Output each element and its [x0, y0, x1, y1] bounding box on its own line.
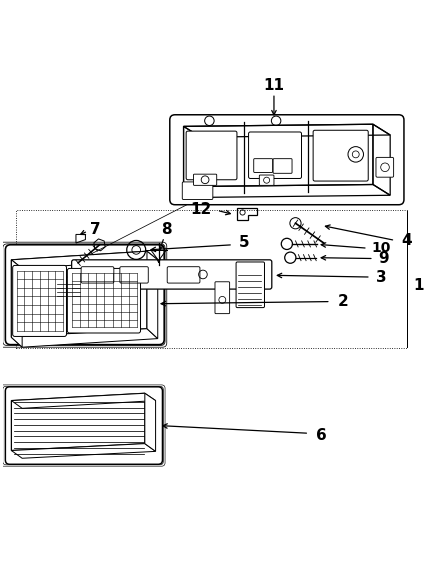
Text: 11: 11	[263, 78, 284, 93]
Text: 6: 6	[316, 428, 327, 442]
FancyBboxPatch shape	[259, 175, 274, 185]
FancyBboxPatch shape	[5, 387, 163, 464]
FancyBboxPatch shape	[313, 130, 368, 181]
FancyBboxPatch shape	[249, 132, 302, 179]
Polygon shape	[11, 443, 156, 458]
Text: 8: 8	[161, 222, 172, 237]
Text: 1: 1	[413, 278, 423, 293]
FancyBboxPatch shape	[273, 159, 292, 174]
Text: 5: 5	[238, 235, 249, 250]
Text: 10: 10	[372, 241, 391, 255]
FancyBboxPatch shape	[170, 115, 404, 205]
Polygon shape	[11, 329, 158, 347]
FancyBboxPatch shape	[72, 260, 272, 289]
Polygon shape	[11, 393, 145, 451]
FancyBboxPatch shape	[120, 266, 148, 283]
Text: 12: 12	[190, 202, 211, 217]
FancyBboxPatch shape	[182, 182, 213, 200]
FancyBboxPatch shape	[5, 245, 164, 345]
FancyBboxPatch shape	[186, 131, 237, 180]
Polygon shape	[147, 251, 158, 338]
FancyBboxPatch shape	[167, 266, 200, 283]
FancyBboxPatch shape	[67, 268, 140, 333]
Polygon shape	[145, 393, 156, 451]
Text: 3: 3	[376, 269, 387, 285]
FancyBboxPatch shape	[13, 265, 66, 336]
Text: 2: 2	[337, 294, 348, 309]
Polygon shape	[11, 251, 147, 337]
FancyBboxPatch shape	[254, 159, 272, 172]
Text: 4: 4	[401, 233, 412, 248]
FancyBboxPatch shape	[236, 262, 265, 308]
FancyBboxPatch shape	[215, 282, 230, 314]
Text: 7: 7	[90, 222, 101, 237]
Polygon shape	[11, 260, 22, 347]
FancyBboxPatch shape	[55, 277, 84, 299]
FancyBboxPatch shape	[376, 158, 394, 177]
Polygon shape	[11, 393, 156, 408]
FancyBboxPatch shape	[81, 266, 114, 283]
Text: 9: 9	[378, 251, 389, 266]
Polygon shape	[11, 251, 158, 268]
FancyBboxPatch shape	[194, 174, 217, 185]
